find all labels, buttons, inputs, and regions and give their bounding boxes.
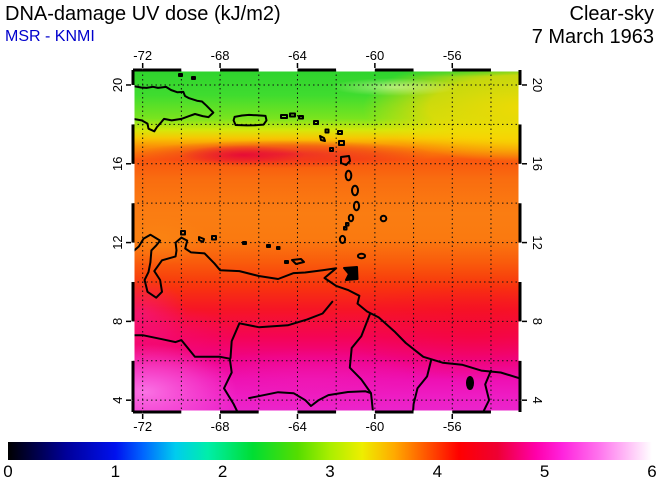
page-title: DNA-damage UV dose (kJ/m2) [5, 3, 281, 25]
sky-condition-label: Clear-sky [569, 3, 654, 25]
date-label: 7 March 1963 [531, 26, 654, 48]
lat-tick-label-right: 12 [530, 235, 545, 249]
lon-tick-label-bottom: -56 [443, 419, 462, 434]
lon-tick-label-bottom: -64 [288, 419, 307, 434]
lon-tick-label-top: -60 [365, 48, 384, 63]
map-axes: -72 -72 -68 -68 -64 -64 -60 -60 -56 -56 4 4 8 8 12 12 16… [110, 48, 545, 434]
puerto-rico-coast [232, 113, 268, 127]
south-america-coast [133, 233, 520, 380]
map-grid [133, 70, 520, 412]
low-dose-green-strip [304, 70, 520, 77]
hispaniola-coast [133, 85, 215, 133]
lat-tick-label-left: 4 [110, 397, 125, 404]
lat-tick-label-right: 4 [530, 397, 545, 404]
lat-tick-label-left: 16 [110, 157, 125, 171]
lon-tick-label-top: -72 [133, 48, 152, 63]
colorbar-tick-label: 4 [433, 462, 442, 480]
lon-tick-label-top: -68 [211, 48, 230, 63]
lat-tick-label-left: 20 [110, 78, 125, 92]
colorbar-labels: 0 1 2 3 4 5 6 [3, 462, 656, 480]
lat-tick-label-left: 12 [110, 235, 125, 249]
venezuelan-islands [180, 230, 305, 265]
map-frame [131, 68, 522, 414]
pale-wisp [330, 78, 460, 96]
colorbar-tick-label: 5 [540, 462, 549, 480]
country-borders [133, 300, 492, 412]
lat-tick-label-right: 8 [530, 318, 545, 325]
colorbar-tick-label: 6 [647, 462, 656, 480]
uv-field [133, 70, 520, 412]
red-core-16N [181, 145, 305, 165]
data-source-label: MSR - KNMI [5, 28, 95, 45]
lesser-antilles [313, 120, 388, 260]
virgin-islands [280, 112, 304, 120]
pink-band-south [193, 348, 433, 412]
colorbar: 0 1 2 3 4 5 6 [3, 442, 657, 480]
lat-tick-label-right: 16 [530, 157, 545, 171]
colorbar-tick-label: 0 [3, 462, 12, 480]
colorbar-tick-label: 3 [325, 462, 334, 480]
lon-tick-label-bottom: -72 [133, 419, 152, 434]
lon-tick-label-bottom: -60 [365, 419, 384, 434]
coastlines [133, 73, 520, 412]
lon-tick-label-bottom: -68 [211, 419, 230, 434]
orinoco-river [229, 300, 334, 359]
trinidad-island [343, 266, 359, 281]
brokopondo-lake [466, 376, 474, 390]
colorbar-tick-label: 2 [218, 462, 227, 480]
colorbar-tick-label: 1 [111, 462, 120, 480]
lat-tick-label-left: 8 [110, 318, 125, 325]
lon-tick-label-top: -64 [288, 48, 307, 63]
turks-bank-specks [178, 73, 196, 80]
colorbar-gradient-bar [8, 442, 652, 460]
lon-tick-label-top: -56 [443, 48, 462, 63]
lat-tick-label-right: 20 [530, 78, 545, 92]
